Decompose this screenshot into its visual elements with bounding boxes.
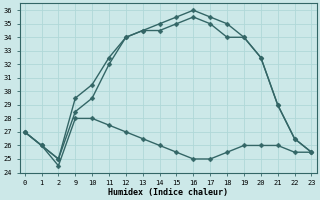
X-axis label: Humidex (Indice chaleur): Humidex (Indice chaleur)	[108, 188, 228, 197]
